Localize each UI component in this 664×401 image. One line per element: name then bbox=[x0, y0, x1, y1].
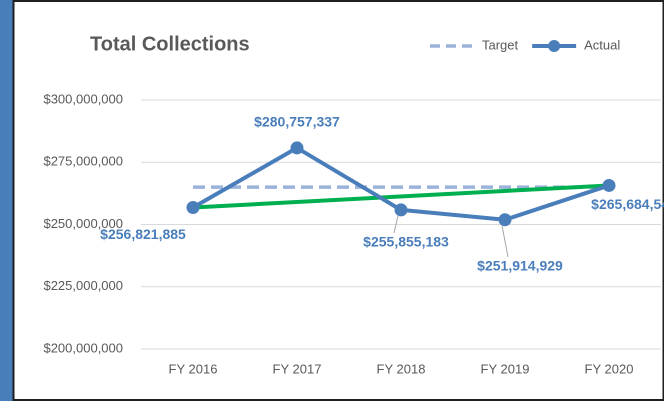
y-tick-label: $300,000,000 bbox=[43, 91, 123, 106]
legend-label: Actual bbox=[584, 37, 620, 52]
data-label: $280,757,337 bbox=[254, 114, 340, 130]
data-label: $251,914,929 bbox=[477, 257, 563, 273]
marker bbox=[498, 213, 512, 227]
legend-marker bbox=[548, 40, 561, 52]
left-stripe bbox=[0, 0, 13, 401]
data-label: $265,684,541 bbox=[591, 196, 664, 212]
y-tick-label: $200,000,000 bbox=[43, 340, 123, 355]
x-tick-label: FY 2016 bbox=[169, 361, 218, 376]
data-label: $256,821,885 bbox=[100, 226, 186, 242]
x-tick-label: FY 2017 bbox=[273, 361, 322, 376]
y-tick-label: $225,000,000 bbox=[43, 278, 123, 293]
x-tick-label: FY 2018 bbox=[377, 361, 426, 376]
data-label: $255,855,183 bbox=[363, 234, 449, 250]
leader-line bbox=[501, 225, 509, 257]
leader-line bbox=[393, 215, 399, 234]
y-tick-label: $275,000,000 bbox=[43, 154, 123, 169]
chart-title: Total Collections bbox=[90, 33, 250, 55]
marker bbox=[290, 141, 304, 155]
trendline bbox=[192, 183, 610, 210]
legend-label: Target bbox=[482, 37, 519, 52]
marker bbox=[186, 201, 200, 215]
marker bbox=[602, 178, 616, 192]
marker bbox=[394, 203, 408, 217]
y-tick-label: $250,000,000 bbox=[43, 216, 123, 231]
x-tick-label: FY 2020 bbox=[585, 361, 634, 376]
x-tick-label: FY 2019 bbox=[481, 361, 530, 376]
